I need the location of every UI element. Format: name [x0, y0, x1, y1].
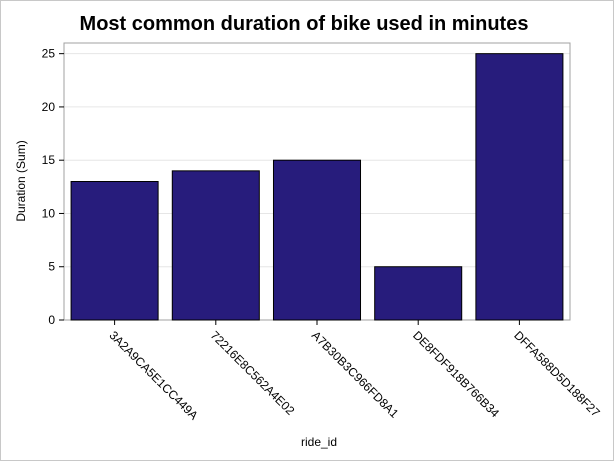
x-tick-label-4: DFFA588D5D188F27	[511, 328, 603, 420]
x-tick-label-2: A7B30B3C966FD8A1	[309, 328, 402, 421]
bar-3A2A9CA5E1CC449A	[70, 181, 159, 321]
x-tick-label-1: 72216E8C562A4E02	[208, 328, 298, 418]
y-tick-label-20: 20	[42, 100, 56, 114]
bars	[70, 53, 564, 321]
bar-DE8FDF918B766B34	[374, 266, 463, 321]
bar-A7B30B3C966FD8A1	[272, 159, 362, 321]
y-tick-label-0: 0	[48, 313, 55, 327]
x-tick-label-3: DE8FDF918B766B34	[410, 328, 502, 420]
y-axis-ticks: 0 5 10 15 20 25	[42, 47, 64, 327]
bar-72216E8C562A4E02	[171, 170, 260, 321]
y-tick-label-15: 15	[42, 153, 56, 167]
y-tick-label-5: 5	[48, 260, 55, 274]
x-axis-label: ride_id	[301, 435, 337, 449]
bar-DFFA588D5D188F27	[475, 53, 564, 321]
y-axis-label: Duration (Sum)	[14, 140, 28, 221]
y-tick-label-10: 10	[42, 206, 56, 220]
y-tick-label-25: 25	[42, 47, 56, 61]
x-tick-label-0: 3A2A9CA5E1CC449A	[106, 328, 200, 422]
x-axis-ticks: 3A2A9CA5E1CC449A 72216E8C562A4E02 A7B30B3C…	[106, 320, 603, 423]
chart-title: Most common duration of bike used in min…	[80, 13, 529, 35]
